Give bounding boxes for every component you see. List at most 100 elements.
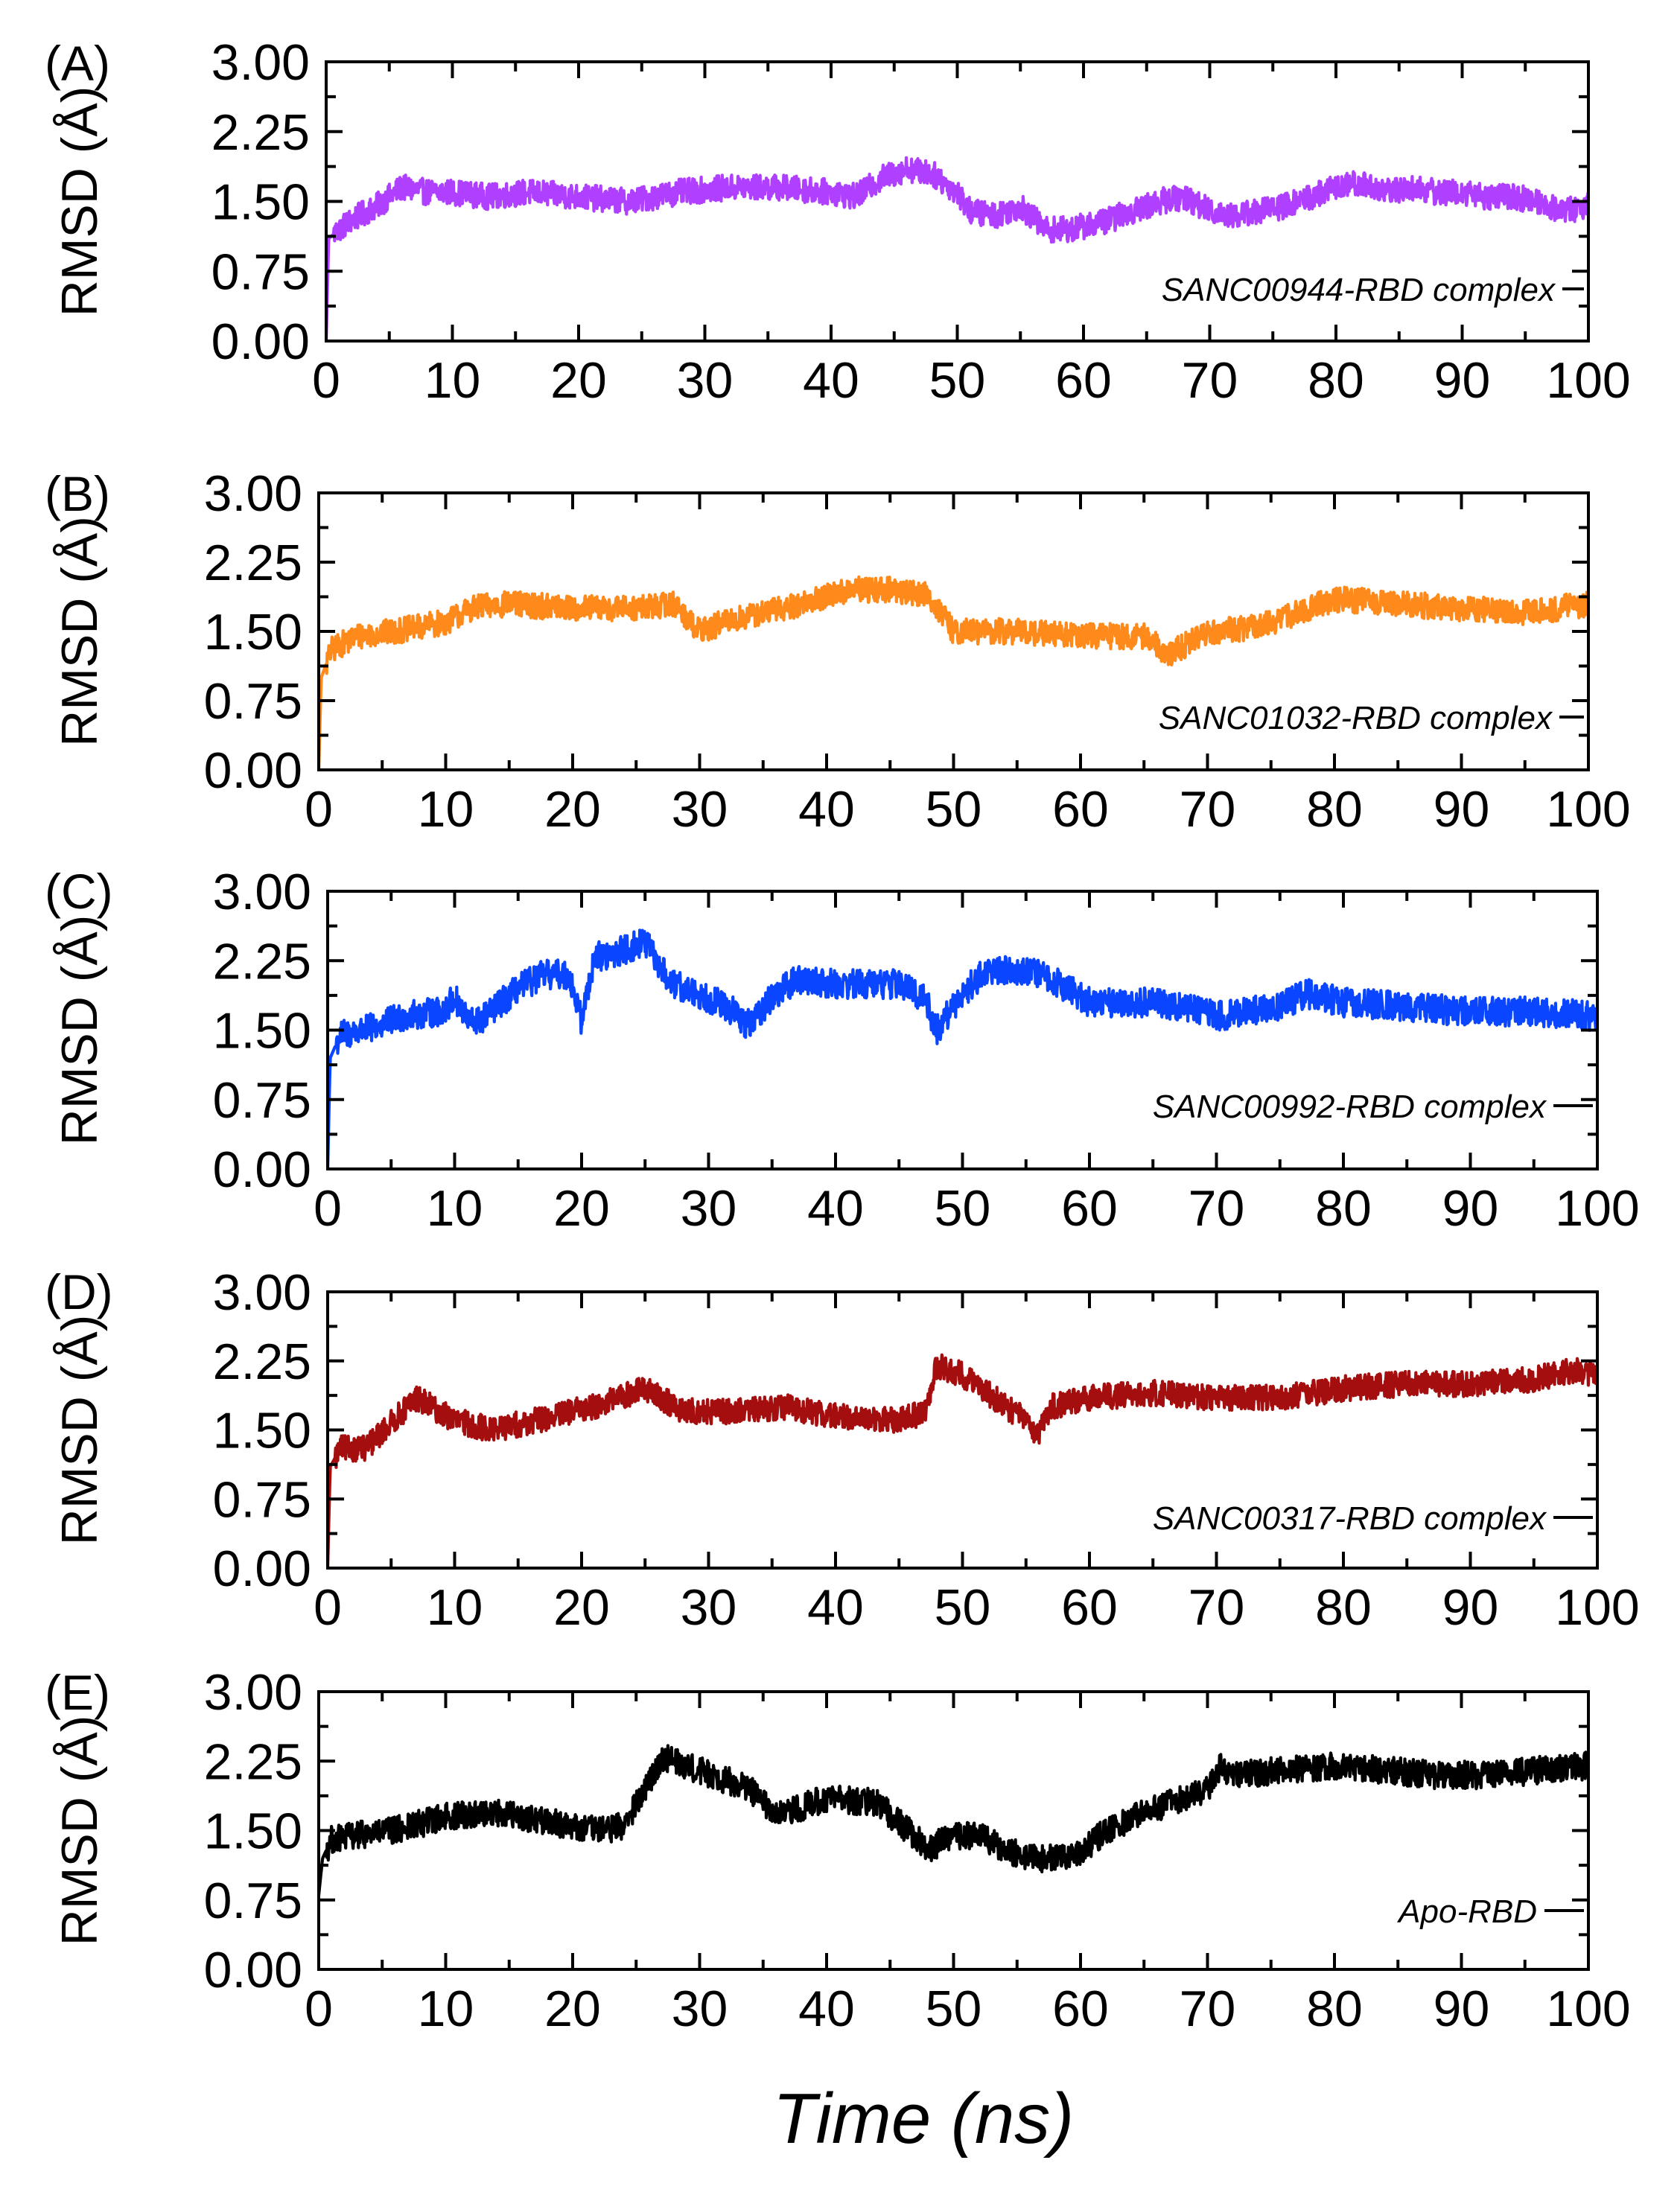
y-tick-label: 0.75 bbox=[213, 1072, 311, 1129]
y-tick-label: 3.00 bbox=[213, 864, 311, 920]
x-tick-label: 80 bbox=[1306, 1981, 1363, 2037]
y-tick-label: 2.25 bbox=[211, 104, 310, 161]
legend-label: SANC00992-RBD complex bbox=[1153, 1089, 1547, 1125]
y-tick-label: 2.25 bbox=[213, 933, 311, 990]
x-tick-label: 100 bbox=[1555, 1579, 1639, 1636]
x-tick-label: 70 bbox=[1182, 352, 1238, 409]
x-axis-title: Time (ns) bbox=[773, 2079, 1074, 2159]
panel-label: (B) bbox=[45, 466, 110, 521]
x-tick-label: 40 bbox=[807, 1180, 864, 1237]
x-tick-label: 70 bbox=[1189, 1180, 1245, 1237]
x-tick-label: 40 bbox=[798, 781, 855, 838]
x-tick-label: 10 bbox=[418, 781, 474, 838]
x-tick-label: 20 bbox=[544, 1981, 601, 2037]
y-tick-label: 0.75 bbox=[204, 673, 302, 730]
y-axis-label: RMSD (Å) bbox=[51, 915, 108, 1146]
x-tick-label: 10 bbox=[427, 1180, 483, 1237]
y-tick-label: 3.00 bbox=[204, 1664, 302, 1721]
y-tick-label: 1.50 bbox=[213, 1403, 311, 1459]
x-tick-label: 50 bbox=[935, 1579, 991, 1636]
y-axis-label: RMSD (Å) bbox=[51, 86, 108, 317]
chart-panel-c: 0 10 20 30 40 50 60 70 80 90 100 0.00 0.75 1.50 2.25 3.… bbox=[45, 864, 1640, 1237]
y-tick-label: 2.25 bbox=[204, 1733, 302, 1790]
x-tick-label: 100 bbox=[1555, 1180, 1639, 1237]
y-tick-label: 0.75 bbox=[213, 1471, 311, 1528]
x-tick-label: 90 bbox=[1434, 781, 1490, 838]
x-tick-label: 20 bbox=[544, 781, 601, 838]
x-tick-label: 10 bbox=[424, 352, 481, 409]
x-tick-label: 40 bbox=[803, 352, 859, 409]
y-tick-label: 3.00 bbox=[204, 465, 302, 522]
x-tick-label: 80 bbox=[1315, 1180, 1372, 1237]
x-tick-label: 50 bbox=[935, 1180, 991, 1237]
y-tick-label: 0.00 bbox=[204, 742, 302, 799]
panel-label: (D) bbox=[45, 1264, 113, 1319]
legend-label: Apo-RBD bbox=[1396, 1893, 1537, 1930]
chart-panel-b: 0 10 20 30 40 50 60 70 80 90 100 0.00 0.75 1.50 2.25 3.… bbox=[45, 465, 1631, 838]
x-tick-label: 10 bbox=[427, 1579, 483, 1636]
panel-label: (E) bbox=[45, 1665, 110, 1720]
x-tick-label: 0 bbox=[314, 1579, 342, 1636]
x-tick-label: 0 bbox=[305, 781, 333, 838]
x-tick-label: 30 bbox=[677, 352, 734, 409]
y-tick-label: 1.50 bbox=[211, 174, 310, 231]
x-tick-label: 30 bbox=[681, 1180, 737, 1237]
x-tick-label: 50 bbox=[929, 352, 986, 409]
x-tick-label: 70 bbox=[1180, 781, 1236, 838]
x-tick-label: 50 bbox=[926, 781, 982, 838]
y-tick-label: 1.50 bbox=[204, 604, 302, 660]
x-tick-label: 80 bbox=[1306, 781, 1363, 838]
chart-panel-a: 0 10 20 30 40 50 60 70 80 90 100 0.00 0.75 1.50 2.25 3.… bbox=[45, 34, 1631, 409]
x-tick-label: 90 bbox=[1434, 352, 1491, 409]
y-axis-label: RMSD (Å) bbox=[51, 516, 108, 747]
y-tick-label: 0.00 bbox=[213, 1541, 311, 1597]
series-line-e bbox=[319, 1744, 1588, 1896]
x-tick-label: 100 bbox=[1546, 781, 1630, 838]
x-tick-label: 60 bbox=[1052, 781, 1109, 838]
x-tick-label: 50 bbox=[926, 1981, 982, 2037]
series-line-d bbox=[328, 1353, 1597, 1568]
x-tick-label: 90 bbox=[1442, 1180, 1499, 1237]
x-tick-label: 90 bbox=[1442, 1579, 1499, 1636]
y-tick-label: 1.50 bbox=[204, 1803, 302, 1860]
series-line-a bbox=[326, 156, 1588, 341]
y-tick-label: 0.00 bbox=[213, 1141, 311, 1198]
x-tick-label: 40 bbox=[798, 1981, 855, 2037]
x-tick-label: 80 bbox=[1308, 352, 1364, 409]
x-tick-label: 70 bbox=[1189, 1579, 1245, 1636]
y-tick-label: 0.00 bbox=[211, 313, 310, 370]
legend-label: SANC01032-RBD complex bbox=[1159, 700, 1553, 736]
series-line-b bbox=[319, 575, 1588, 770]
chart-panel-e: 0 10 20 30 40 50 60 70 80 90 100 0.00 0.75 1.50 2.25 3.… bbox=[45, 1664, 1631, 2037]
x-tick-label: 70 bbox=[1180, 1981, 1236, 2037]
y-tick-label: 0.75 bbox=[204, 1873, 302, 1929]
x-tick-label: 60 bbox=[1061, 1579, 1118, 1636]
x-tick-label: 0 bbox=[314, 1180, 342, 1237]
y-tick-label: 1.50 bbox=[213, 1003, 311, 1060]
x-tick-label: 20 bbox=[553, 1579, 610, 1636]
series-line-c bbox=[328, 928, 1597, 1169]
x-tick-label: 100 bbox=[1546, 1981, 1630, 2037]
panel-label: (A) bbox=[45, 36, 110, 91]
y-tick-label: 0.75 bbox=[211, 243, 310, 300]
y-tick-label: 0.00 bbox=[204, 1942, 302, 1998]
x-tick-label: 80 bbox=[1315, 1579, 1372, 1636]
x-tick-label: 30 bbox=[672, 781, 728, 838]
x-tick-label: 20 bbox=[553, 1180, 610, 1237]
y-axis-label: RMSD (Å) bbox=[51, 1715, 108, 1946]
legend-label: SANC00944-RBD complex bbox=[1162, 272, 1556, 308]
x-tick-label: 0 bbox=[305, 1981, 333, 2037]
y-tick-label: 2.25 bbox=[213, 1334, 311, 1390]
legend-label: SANC00317-RBD complex bbox=[1153, 1500, 1547, 1537]
x-tick-label: 40 bbox=[807, 1579, 864, 1636]
plot-frame bbox=[326, 890, 1599, 1170]
y-tick-label: 3.00 bbox=[213, 1264, 311, 1321]
y-tick-label: 3.00 bbox=[211, 34, 310, 91]
x-tick-label: 30 bbox=[672, 1981, 728, 2037]
x-tick-label: 60 bbox=[1052, 1981, 1109, 2037]
x-tick-label: 90 bbox=[1434, 1981, 1490, 2037]
x-tick-label: 0 bbox=[312, 352, 340, 409]
x-tick-label: 60 bbox=[1055, 352, 1112, 409]
y-tick-label: 2.25 bbox=[204, 535, 302, 591]
